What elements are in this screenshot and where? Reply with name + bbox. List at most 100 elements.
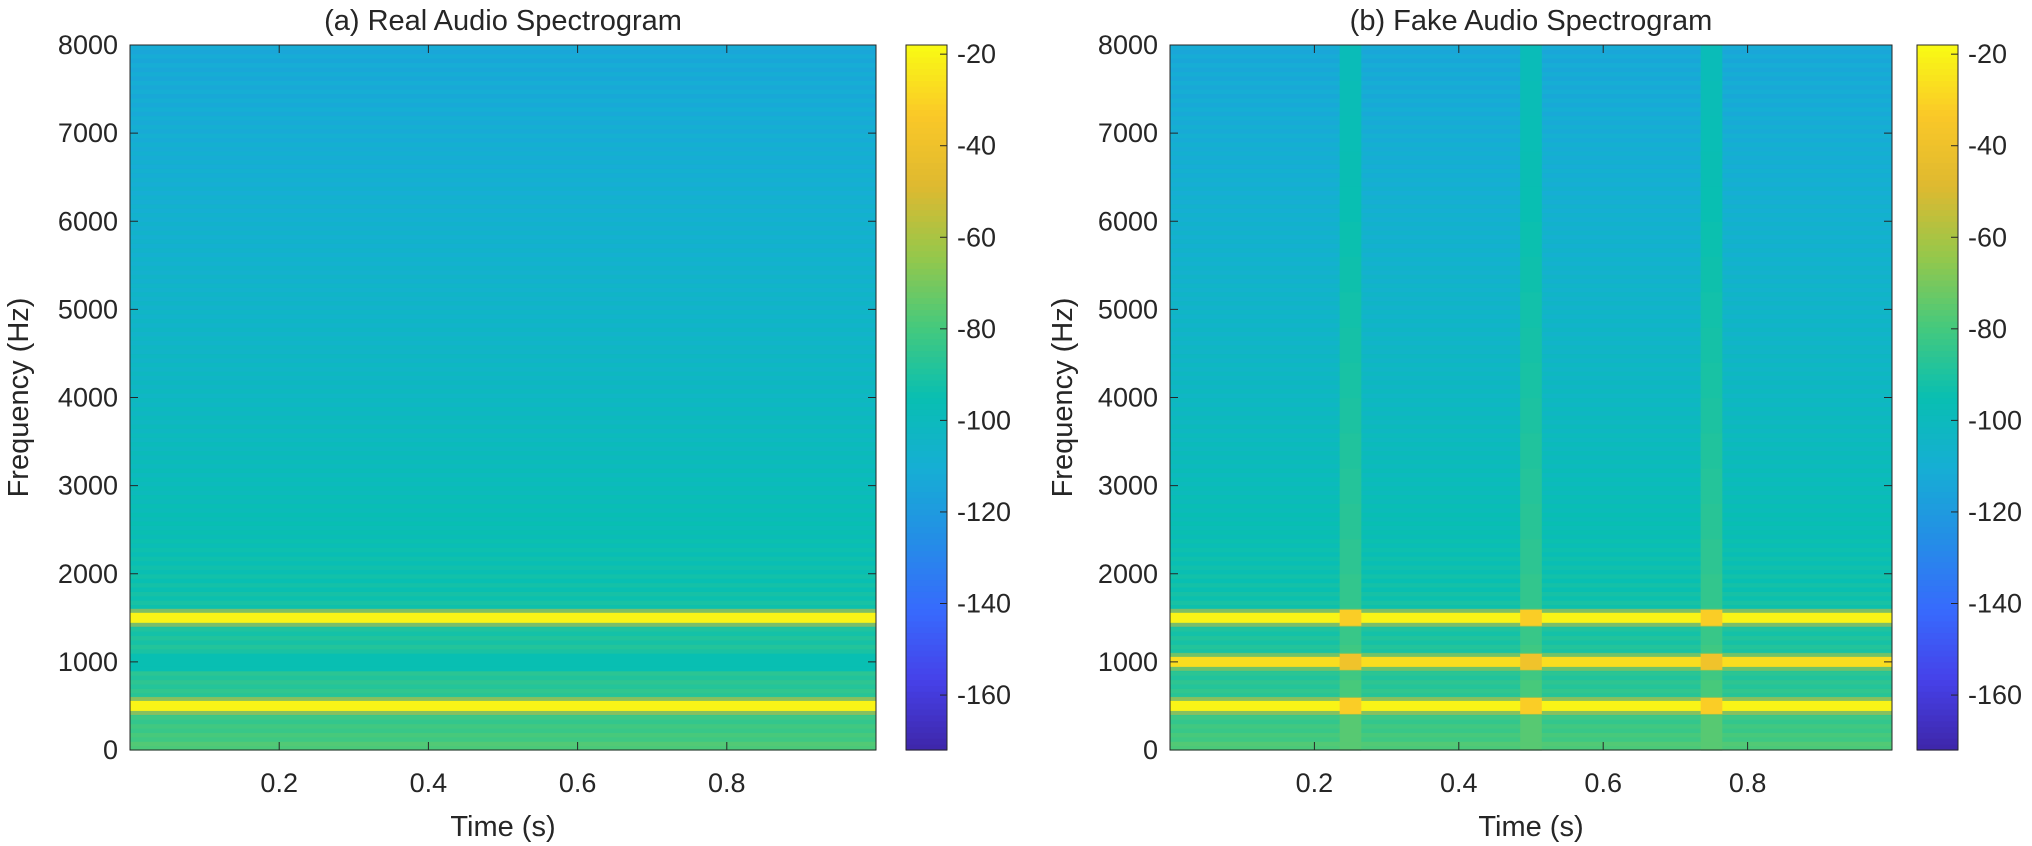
x-tick-label: 0.4: [1440, 768, 1478, 798]
colorbar-segment: [1917, 144, 1958, 152]
colorbar-segment: [1917, 573, 1958, 581]
spectrogram-row: [130, 115, 876, 121]
spectrogram-row: [130, 604, 876, 610]
y-tick-label: 7000: [1098, 118, 1158, 148]
colorbar-segment: [906, 450, 947, 457]
colorbar-segment: [1917, 379, 1958, 387]
spectrogram-row: [130, 49, 876, 55]
spectrogram-row: [130, 137, 876, 143]
colorbar-segment: [906, 303, 947, 310]
y-tick-label: 1000: [58, 647, 118, 677]
spectrogram-row: [130, 375, 876, 381]
colorbar-segment: [906, 644, 947, 651]
colorbar: -20 -40 -60 -80 -100 -120 -140 -160: [905, 39, 1011, 751]
colorbar-segment: [1917, 109, 1958, 117]
y-tick-label: 5000: [58, 294, 118, 324]
colorbar-segment: [906, 115, 947, 122]
spectrogram-row: [130, 318, 876, 324]
spectrogram-row: [130, 199, 876, 205]
colorbar-segment: [906, 562, 947, 569]
transient-segment: [1700, 573, 1723, 610]
spectrogram-row: [130, 203, 876, 209]
spectrogram-row: [130, 529, 876, 535]
colorbar-segment: [906, 50, 947, 58]
colorbar-segment: [906, 227, 947, 234]
spectrogram-row: [130, 282, 876, 288]
colorbar-segment: [906, 144, 947, 152]
colorbar-segment: [1917, 256, 1958, 263]
transient-segment: [1339, 45, 1362, 81]
spectrogram-row: [130, 247, 876, 253]
colorbar-segment: [906, 203, 947, 211]
spectrogram-heatmap: [130, 45, 876, 751]
colorbar-segment: [906, 86, 947, 93]
transient-segment: [1339, 503, 1362, 540]
colorbar-segment: [1917, 597, 1958, 604]
transient-column: [1520, 45, 1542, 751]
spectrogram-row: [130, 648, 876, 654]
spectrogram-row: [130, 71, 876, 77]
colorbar-tick-label: -20: [957, 39, 996, 69]
colorbar-segment: [906, 620, 947, 628]
spectrogram-row: [130, 410, 876, 416]
spectrogram-row: [130, 212, 876, 218]
spectrogram-row: [130, 450, 876, 456]
colorbar-segment: [1917, 450, 1958, 457]
y-axis-label: Frequency (Hz): [3, 298, 35, 498]
colorbar-segment: [1917, 68, 1958, 75]
colorbar-segment: [1917, 438, 1958, 446]
spectrogram-row: [130, 657, 876, 663]
colorbar-segment: [906, 573, 947, 581]
spectrogram-row: [130, 432, 876, 438]
colorbar-segment: [906, 297, 947, 305]
y-tick-label: 5000: [1098, 294, 1158, 324]
transient-segment: [1700, 432, 1723, 469]
colorbar-segment: [1917, 562, 1958, 569]
colorbar-segment: [1917, 644, 1958, 651]
colorbar-segment: [906, 479, 947, 487]
spectrogram-row: [130, 560, 876, 566]
colorbar-segment: [1917, 515, 1958, 522]
colorbar-segment: [1917, 609, 1958, 616]
spectrogram-row: [130, 732, 876, 738]
x-axis-label: Time (s): [1478, 811, 1583, 843]
colorbar-segment: [1917, 280, 1958, 287]
colorbar-segment: [1917, 209, 1958, 216]
spectrogram-row: [130, 331, 876, 337]
colorbar-segment: [1917, 56, 1958, 64]
colorbar-segment: [906, 374, 947, 381]
transient-segment: [1700, 327, 1723, 363]
spectrogram-row: [130, 62, 876, 68]
colorbar-segment: [1917, 656, 1958, 663]
colorbar-segment: [1917, 121, 1958, 128]
colorbar-segment: [1917, 191, 1958, 199]
spectrogram-row: [130, 168, 876, 174]
spectrogram-row: [130, 498, 876, 504]
colorbar-segment: [906, 350, 947, 357]
colorbar-segment: [1917, 262, 1958, 269]
colorbar-segment: [906, 656, 947, 663]
colorbar-segment: [1917, 738, 1958, 745]
colorbar-segment: [1917, 726, 1958, 733]
colorbar-segment: [1917, 156, 1958, 164]
colorbar-segment: [1917, 532, 1958, 540]
spectrogram-row: [130, 481, 876, 487]
spectrogram-row: [130, 600, 876, 606]
colorbar-segment: [1917, 385, 1958, 393]
colorbar-segment: [1917, 632, 1958, 639]
colorbar-segment: [906, 121, 947, 128]
tone-transient-spot: [1520, 697, 1542, 714]
colorbar-segment: [906, 415, 947, 422]
colorbar-segment: [1917, 86, 1958, 93]
colorbar-segment: [906, 268, 947, 275]
colorbar-segment: [1917, 127, 1958, 134]
colorbar-segment: [906, 221, 947, 228]
tone-transient-spot: [1520, 609, 1542, 626]
colorbar-tick-label: -80: [957, 314, 996, 344]
colorbar-segment: [906, 62, 947, 70]
y-tick-label: 8000: [1098, 30, 1158, 60]
spectrogram-row: [130, 679, 876, 685]
colorbar-segment: [906, 661, 947, 669]
colorbar-tick-label: -40: [1968, 131, 2007, 161]
colorbar-segment: [1917, 585, 1958, 592]
